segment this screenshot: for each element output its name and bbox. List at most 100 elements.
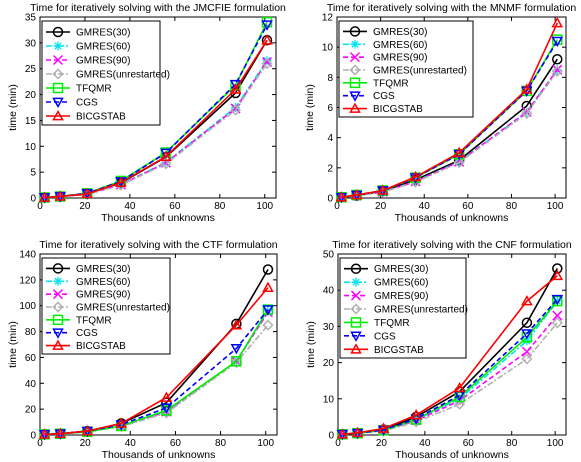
data-point bbox=[230, 344, 243, 355]
series-line bbox=[341, 22, 559, 198]
series-BICGSTAB bbox=[335, 16, 564, 202]
legend-marker bbox=[52, 314, 64, 326]
legend-label: GMRES(unrestarted) bbox=[76, 70, 170, 81]
data-point bbox=[262, 55, 272, 65]
x-axis-label: Thousands of unknowns bbox=[102, 449, 216, 461]
data-point bbox=[335, 191, 348, 202]
data-point bbox=[454, 398, 466, 410]
y-tick-label: 25 bbox=[25, 64, 37, 75]
legend-label: GMRES(unrestarted) bbox=[76, 303, 170, 314]
y-tick-label: 35 bbox=[25, 13, 37, 24]
legend-item: TFQMR bbox=[46, 314, 112, 326]
legend-item: BICGSTAB bbox=[46, 339, 126, 352]
legend-label: BICGSTAB bbox=[373, 104, 423, 115]
series-line bbox=[44, 39, 268, 199]
series-line bbox=[44, 309, 269, 436]
data-point bbox=[160, 403, 173, 414]
legend-item: GMRES(30) bbox=[343, 26, 427, 38]
y-axis-label: time (min) bbox=[7, 321, 19, 368]
legend-marker bbox=[53, 276, 63, 286]
x-tick-label: 20 bbox=[80, 438, 92, 449]
legend-item: GMRES(90) bbox=[46, 54, 130, 67]
data-point bbox=[262, 319, 274, 331]
legend-item: GMRES(90) bbox=[344, 290, 428, 302]
y-axis-label: time (min) bbox=[7, 84, 19, 131]
x-tick-label: 60 bbox=[463, 438, 475, 449]
y-tick-label: 50 bbox=[323, 250, 335, 261]
legend-marker bbox=[350, 317, 362, 328]
x-tick-label: 40 bbox=[124, 201, 136, 212]
legend-marker bbox=[349, 26, 361, 37]
legend-label: BICGSTAB bbox=[76, 112, 126, 123]
legend-item: GMRES(90) bbox=[46, 289, 130, 301]
chart-title: Time for iteratively solving with the JM… bbox=[30, 2, 286, 14]
legend-label: GMRES(90) bbox=[374, 291, 428, 302]
data-point bbox=[336, 428, 349, 439]
legend-item: TFQMR bbox=[46, 82, 112, 95]
y-axis-label: time (min) bbox=[305, 321, 317, 368]
data-point bbox=[115, 420, 128, 431]
legend-marker bbox=[350, 263, 362, 274]
y-tick-label: 30 bbox=[323, 322, 335, 333]
legend-label: TFQMR bbox=[373, 78, 409, 89]
data-point bbox=[521, 353, 533, 365]
data-point bbox=[231, 356, 242, 367]
x-tick-label: 20 bbox=[376, 438, 388, 449]
legend-marker bbox=[52, 263, 64, 274]
y-tick-label: 60 bbox=[25, 353, 37, 364]
x-tick-label: 0 bbox=[334, 201, 340, 212]
y-tick-label: 80 bbox=[25, 327, 37, 338]
legend-item: CGS bbox=[344, 331, 396, 342]
data-point bbox=[115, 176, 127, 187]
legend-marker bbox=[350, 303, 362, 315]
legend: GMRES(30) GMRES(60) GMRES(90) GMRES(unresta… bbox=[338, 20, 474, 118]
legend-marker bbox=[349, 102, 361, 113]
y-tick-label: 12 bbox=[322, 13, 334, 24]
y-tick-label: 0 bbox=[327, 194, 333, 205]
data-point bbox=[377, 184, 389, 195]
series-BICGSTAB bbox=[38, 34, 273, 202]
data-point bbox=[522, 336, 532, 346]
y-tick-label: 10 bbox=[323, 394, 335, 405]
legend-marker bbox=[53, 41, 63, 51]
chart-title: Time for iteratively solving with the CN… bbox=[332, 239, 572, 251]
legend-label: GMRES(60) bbox=[76, 42, 130, 53]
legend-label: TFQMR bbox=[374, 318, 410, 329]
data-point bbox=[551, 269, 564, 281]
y-tick-label: 140 bbox=[19, 250, 36, 261]
x-axis-label: Thousands of unknowns bbox=[395, 449, 509, 461]
legend-marker bbox=[349, 91, 361, 102]
data-point bbox=[262, 281, 274, 292]
x-axis-label: Thousands of unknowns bbox=[101, 212, 215, 224]
x-tick-label: 80 bbox=[506, 201, 518, 212]
legend-label: GMRES(60) bbox=[373, 40, 427, 51]
x-tick-label: 20 bbox=[79, 201, 91, 212]
legend-item: GMRES(60) bbox=[46, 277, 130, 288]
y-tick-label: 6 bbox=[327, 103, 333, 114]
legend-item: GMRES(unrestarted) bbox=[343, 64, 467, 77]
y-tick-label: 10 bbox=[25, 142, 37, 153]
legend-box bbox=[339, 257, 467, 359]
legend-item: GMRES(90) bbox=[343, 52, 427, 64]
x-tick-label: 80 bbox=[214, 201, 226, 212]
legend-label: CGS bbox=[76, 328, 98, 339]
y-tick-label: 2 bbox=[327, 163, 333, 174]
legend-item: BICGSTAB bbox=[344, 343, 424, 356]
legend-item: GMRES(30) bbox=[344, 263, 428, 275]
legend-label: GMRES(30) bbox=[76, 28, 130, 39]
legend-item: CGS bbox=[46, 98, 98, 109]
legend-label: BICGSTAB bbox=[374, 345, 424, 356]
x-tick-label: 40 bbox=[125, 438, 137, 449]
legend-box bbox=[41, 257, 171, 355]
data-point bbox=[552, 296, 562, 306]
data-point bbox=[160, 391, 173, 402]
y-tick-label: 0 bbox=[328, 431, 334, 442]
x-tick-label: 100 bbox=[547, 201, 564, 212]
data-point bbox=[54, 190, 67, 201]
x-tick-label: 40 bbox=[419, 201, 431, 212]
legend-box bbox=[338, 20, 474, 118]
legend: GMRES(30) GMRES(60) GMRES(90) GMRES(unresta… bbox=[41, 20, 170, 126]
y-tick-label: 0 bbox=[30, 431, 36, 442]
chart-title: Time for iteratively solving with the CT… bbox=[39, 239, 277, 251]
y-tick-label: 20 bbox=[25, 90, 37, 101]
